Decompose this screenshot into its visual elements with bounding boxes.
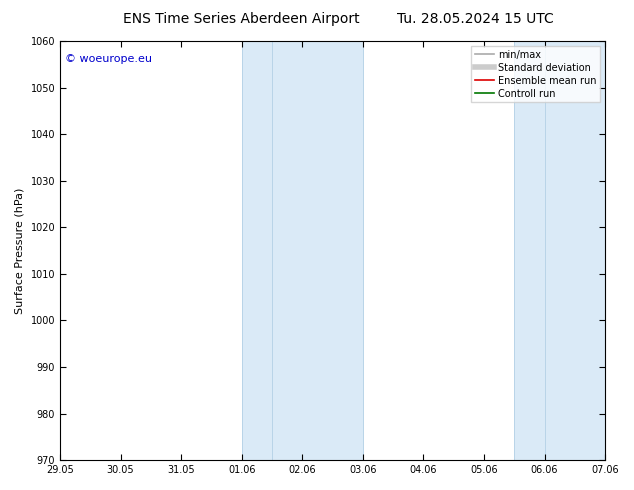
Bar bbox=[514, 41, 605, 460]
Text: Tu. 28.05.2024 15 UTC: Tu. 28.05.2024 15 UTC bbox=[397, 12, 554, 26]
Legend: min/max, Standard deviation, Ensemble mean run, Controll run: min/max, Standard deviation, Ensemble me… bbox=[470, 46, 600, 102]
Y-axis label: Surface Pressure (hPa): Surface Pressure (hPa) bbox=[15, 187, 25, 314]
Text: ENS Time Series Aberdeen Airport: ENS Time Series Aberdeen Airport bbox=[122, 12, 359, 26]
Text: © woeurope.eu: © woeurope.eu bbox=[65, 53, 153, 64]
Bar bbox=[242, 41, 363, 460]
